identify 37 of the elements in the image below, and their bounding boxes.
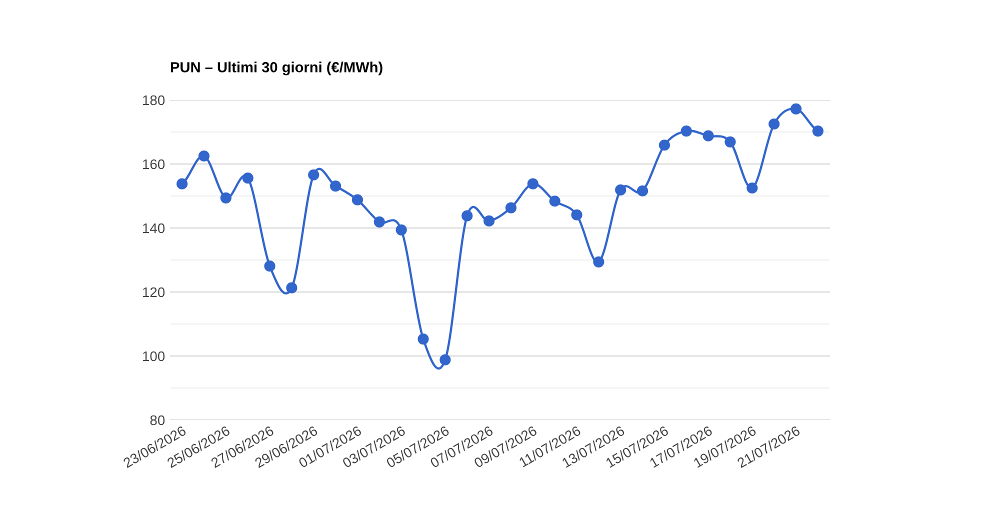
point (593, 256, 604, 268)
point (308, 169, 320, 180)
point (724, 136, 736, 148)
point (220, 192, 232, 204)
y-tick-label: 120 (143, 287, 165, 298)
point (658, 140, 670, 151)
point (636, 185, 648, 196)
y-tick-label: 80 (150, 415, 165, 426)
point (680, 125, 692, 137)
point (440, 354, 451, 366)
point (768, 118, 780, 130)
y-tick-label: 140 (143, 223, 165, 234)
point (462, 210, 473, 222)
point (746, 182, 758, 194)
point (527, 178, 538, 190)
point (549, 196, 560, 207)
point (571, 209, 582, 220)
point (286, 282, 298, 294)
point (396, 224, 407, 236)
point (483, 215, 495, 227)
point (352, 194, 364, 206)
point (330, 180, 342, 192)
point (264, 260, 276, 272)
point (242, 172, 254, 184)
point (505, 202, 517, 214)
chart-title: PUN – Ultimi 30 giorni (€/MWh) (170, 62, 382, 76)
point (176, 178, 188, 190)
point (702, 130, 714, 142)
y-tick-label: 100 (143, 351, 165, 362)
point (418, 333, 429, 345)
point (198, 150, 210, 162)
point (374, 216, 385, 228)
y-tick-label: 180 (143, 95, 165, 106)
y-tick-label: 160 (143, 159, 165, 170)
point (615, 184, 626, 196)
point (790, 103, 802, 115)
point (812, 125, 824, 137)
